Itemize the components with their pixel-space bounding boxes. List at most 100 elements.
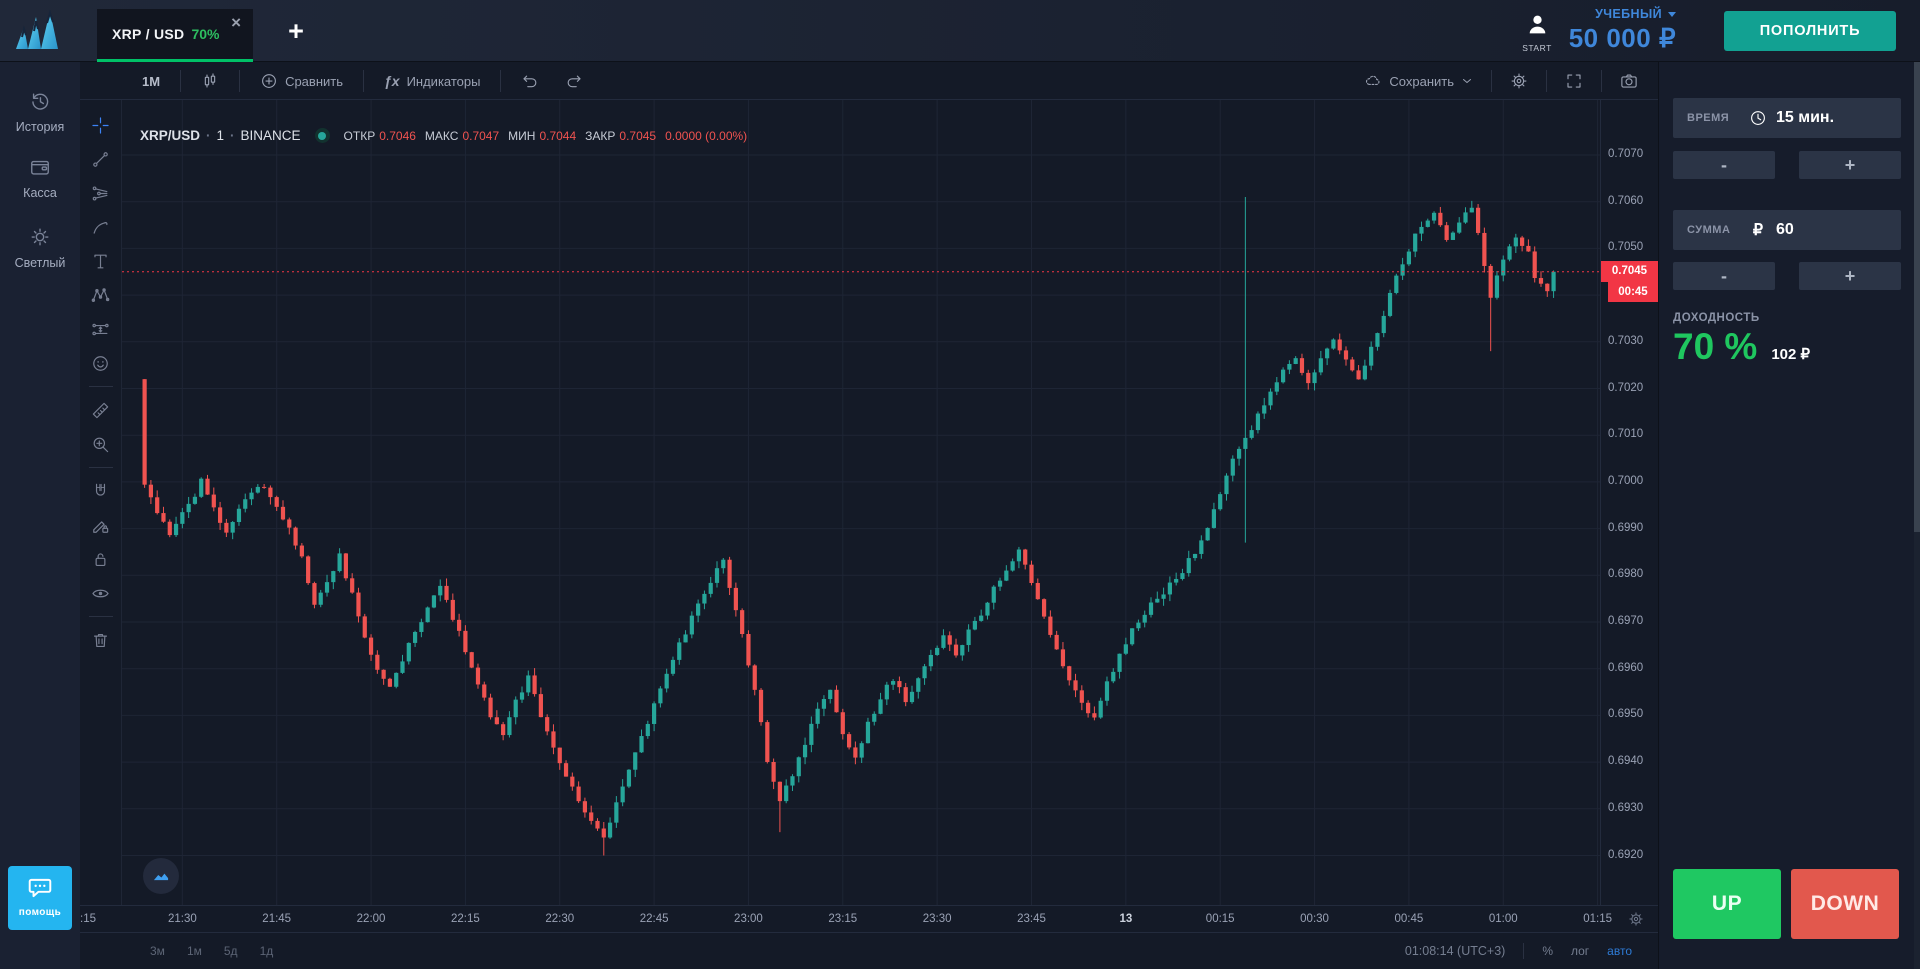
snapshot-button[interactable] (1614, 68, 1644, 94)
indicators-label: Индикаторы (406, 73, 481, 89)
tool-xabcd-pattern-button[interactable] (87, 281, 115, 309)
help-button[interactable]: помощь (8, 866, 72, 930)
save-layout-button[interactable]: Сохранить (1358, 68, 1479, 94)
amount-field[interactable]: СУММА ₽ 60 (1673, 210, 1901, 250)
time-tick-label: :15 (80, 913, 96, 925)
tool-magnet-button[interactable] (87, 477, 115, 505)
ruler-icon (91, 401, 110, 420)
time-field[interactable]: ВРЕМЯ 15 мин. (1673, 98, 1901, 138)
time-tick-label: 21:45 (262, 913, 292, 925)
brush-icon (91, 218, 110, 237)
tool-crosshair-button[interactable] (87, 111, 115, 139)
toolbar-divider (88, 386, 113, 387)
time-axis-settings-icon[interactable] (1628, 911, 1644, 927)
add-tab-button[interactable]: + (288, 16, 304, 46)
time-tick-label: 22:45 (639, 913, 669, 925)
amount-plus-button[interactable]: + (1799, 262, 1901, 290)
range-1m-button[interactable]: 1м (186, 944, 202, 958)
help-label: помощь (18, 907, 62, 918)
up-button[interactable]: UP (1673, 869, 1781, 939)
time-tick-label: 01:15 (1583, 913, 1612, 925)
account-type-label: УЧЕБНЫЙ (1595, 7, 1662, 21)
interval-button[interactable]: 1М (142, 73, 161, 89)
expand-icon (1565, 72, 1583, 90)
account-balance: 50 000 ₽ (1568, 23, 1676, 53)
tool-zoom-in-button[interactable] (87, 430, 115, 458)
app-logo-icon[interactable] (14, 9, 60, 53)
chart-toolbar: 1М Сравнить ƒx Индикаторы (80, 62, 1658, 100)
tool-pitchfork-button[interactable] (87, 179, 115, 207)
sidebar-item-theme[interactable]: Светлый (0, 226, 80, 270)
time-tick-label: 22:30 (545, 913, 575, 925)
drawing-lock-icon (91, 516, 110, 535)
tool-lock-button[interactable] (87, 545, 115, 573)
tool-ruler-button[interactable] (87, 396, 115, 424)
tool-trash-button[interactable] (87, 626, 115, 654)
tool-emoji-button[interactable] (87, 349, 115, 377)
chart-settings-button[interactable] (1504, 68, 1534, 94)
sidebar-item-history[interactable]: История (0, 90, 80, 134)
range-1d-button[interactable]: 1д (259, 944, 274, 958)
amount-field-label: СУММА (1687, 224, 1731, 236)
toolbar-divider (88, 616, 113, 617)
payout-label: ДОХОДНОСТЬ (1673, 312, 1760, 324)
time-tick-label: 01:00 (1488, 913, 1518, 925)
auto-scale-button[interactable]: авто (1607, 944, 1632, 958)
chart-canvas[interactable] (122, 100, 1600, 905)
account-switcher[interactable]: УЧЕБНЫЙ 50 000 ₽ (1536, 7, 1676, 54)
chart-style-button[interactable] (195, 68, 225, 94)
topbar: XRP / USD 70% × + START УЧЕБНЫЙ 50 000 ₽… (0, 0, 1920, 62)
time-tick-label: 23:45 (1017, 913, 1046, 925)
toolbar-separator (1523, 943, 1525, 959)
scrollbar-thumb[interactable] (1914, 62, 1920, 532)
time-plus-button[interactable]: + (1799, 151, 1901, 179)
tool-text-button[interactable] (87, 247, 115, 275)
account-type: УЧЕБНЫЙ (1536, 7, 1676, 21)
price-tick-label: 0.7020 (1608, 381, 1644, 394)
candlestick-chart[interactable] (122, 100, 1600, 905)
fullscreen-button[interactable] (1559, 68, 1589, 94)
compare-label: Сравнить (285, 73, 343, 89)
toolbar-divider (88, 467, 113, 468)
compare-button[interactable]: Сравнить (254, 68, 349, 94)
indicators-button[interactable]: ƒx Индикаторы (378, 69, 486, 93)
price-tick-label: 0.6930 (1608, 801, 1644, 814)
tool-drawing-lock-button[interactable] (87, 511, 115, 539)
time-tick-label: 23:00 (734, 913, 763, 925)
log-scale-button[interactable]: лог (1570, 944, 1590, 958)
clock-utc-label[interactable]: 01:08:14 (UTC+3) (1404, 944, 1506, 958)
price-tick-label: 0.7000 (1608, 474, 1644, 487)
time-axis[interactable]: :15 21:30 21:45 22:00 22:15 22:30 22:45 23:00 23… (80, 905, 1658, 932)
expiry-countdown-label: 00:45 (1608, 281, 1658, 302)
toolbar-separator (1601, 70, 1602, 92)
current-price-label: 0.7045 (1601, 260, 1658, 282)
undo-button[interactable] (515, 68, 545, 94)
amount-minus-button[interactable]: - (1673, 262, 1775, 290)
tool-eye-button[interactable] (87, 579, 115, 607)
tool-trend-line-button[interactable] (87, 145, 115, 173)
price-tick-label: 0.7030 (1608, 334, 1644, 347)
time-minus-button[interactable]: - (1673, 151, 1775, 179)
chart-style-fab[interactable] (143, 858, 179, 894)
time-tick-label: 00:15 (1205, 913, 1235, 925)
percent-scale-button[interactable]: % (1542, 944, 1553, 958)
redo-button[interactable] (559, 68, 589, 94)
price-axis[interactable]: 0.7070 0.7060 0.7050 0.7030 0.7020 0.7010 0.70… (1600, 100, 1658, 905)
time-tick-label: 23:30 (922, 913, 952, 925)
range-5d-button[interactable]: 5д (223, 944, 238, 958)
deposit-button[interactable]: ПОПОЛНИТЬ (1724, 11, 1896, 51)
start-label: START (1522, 43, 1552, 53)
price-tick-label: 0.6950 (1608, 708, 1644, 721)
tool-brush-button[interactable] (87, 213, 115, 241)
tab-xrp-usd[interactable]: XRP / USD 70% × (97, 9, 253, 62)
down-button[interactable]: DOWN (1791, 869, 1899, 939)
close-icon[interactable]: × (231, 13, 241, 32)
pitchfork-icon (91, 184, 110, 203)
sidebar-item-cashier[interactable]: Касса (0, 156, 80, 200)
tool-projection-button[interactable] (87, 315, 115, 343)
toolbar-separator (1491, 70, 1492, 92)
toolbar-separator (239, 70, 241, 92)
start-tour-button[interactable]: START (1515, 12, 1559, 53)
circle-plus-icon (260, 72, 278, 90)
range-3m-button[interactable]: 3м (150, 944, 165, 958)
